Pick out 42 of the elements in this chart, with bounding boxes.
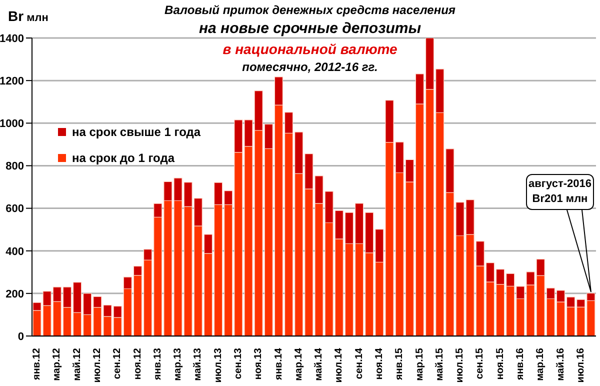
x-tick-label: сен.15	[474, 348, 486, 380]
x-tick-label: май.12	[72, 348, 83, 381]
y-tick-label: 400	[6, 246, 24, 258]
x-tick-label: янв.12	[32, 348, 43, 380]
x-tick-label: ноя.14	[374, 348, 385, 380]
y-tick-label: 1000	[0, 118, 24, 130]
x-tick-label: ноя.15	[494, 348, 506, 380]
x-tick-label: май.15	[434, 348, 446, 381]
y-tick-label: 1400	[0, 32, 24, 45]
x-tick-label: мар.13	[172, 348, 184, 381]
y-tick-label: 600	[6, 203, 24, 216]
legend-label: на срок до 1 года	[72, 151, 175, 165]
y-tick-label: 200	[6, 288, 24, 300]
annotation: август-2016 Br201 млн	[527, 177, 593, 207]
x-tick-label: мар.15	[414, 348, 426, 381]
x-tick-label: сен.14	[354, 348, 365, 380]
y-tick-label: 800	[6, 160, 24, 173]
x-tick-label: июл.13	[212, 348, 224, 383]
x-tick-label: сен.13	[232, 348, 244, 380]
x-tick-label: май.14	[314, 348, 325, 381]
legend-label: на срок свыше 1 года	[72, 125, 201, 139]
x-tick-label: мар.16	[535, 348, 546, 381]
x-tick-label: июл.12	[92, 348, 103, 383]
x-tick-label: янв.15	[394, 348, 406, 380]
x-tick-label: июл.16	[575, 348, 586, 383]
chart-title: Валовый приток денежных средств населения на новые срочные депозиты	[164, 2, 456, 39]
text: в национальной валюте помесячно, 2012-16 гг.	[222, 40, 398, 76]
x-tick-label: мар.14	[293, 348, 304, 381]
x-tick-label: сен.12	[112, 348, 124, 380]
x-tick-label: май.16	[555, 348, 566, 381]
x-tick-label: ноя.12	[132, 348, 144, 380]
y-axis-title: Br млн	[8, 8, 48, 24]
x-tick-label: мар.12	[52, 348, 63, 381]
x-tick-label: янв.14	[273, 348, 284, 380]
x-tick-label: июл.14	[334, 348, 345, 383]
x-tick-label: янв.16	[514, 348, 526, 380]
y-tick-label: 1200	[0, 75, 24, 88]
x-tick-label: ноя.13	[253, 348, 264, 380]
x-tick-label: июл.15	[454, 348, 466, 383]
x-tick-label: янв.13	[152, 348, 164, 380]
y-tick-label: 0	[18, 330, 24, 343]
x-tick-label: май.13	[192, 348, 204, 381]
